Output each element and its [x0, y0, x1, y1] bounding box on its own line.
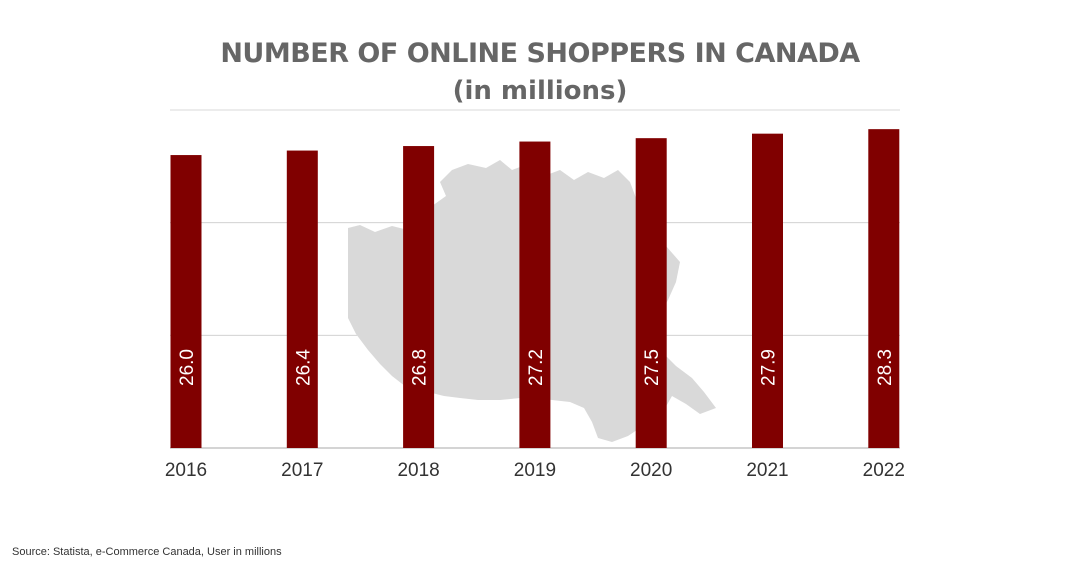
bar-2020	[635, 138, 667, 448]
bar-2022	[868, 129, 900, 449]
bar-value-label: 28.3	[875, 349, 896, 386]
bar-value-label: 27.9	[759, 349, 780, 386]
chart-title: NUMBER OF ONLINE SHOPPERS IN CANADA	[220, 38, 860, 69]
bar-value-label: 27.5	[642, 349, 663, 386]
x-tick-label: 2017	[281, 460, 323, 481]
source-note: Source: Statista, e-Commerce Canada, Use…	[12, 546, 282, 558]
chart-subtitle: (in millions)	[452, 76, 628, 106]
x-tick-label: 2019	[514, 460, 556, 481]
bar-value-label: 26.0	[177, 349, 198, 386]
bar-2017	[286, 150, 318, 448]
bar-value-label: 26.4	[293, 349, 314, 386]
bar-value-label: 26.8	[410, 349, 431, 386]
bar-2021	[752, 133, 783, 448]
x-tick-label: 2016	[165, 460, 207, 481]
bar-2018	[403, 146, 435, 448]
x-tick-labels-group: 2016 2017 2018 2019 2020 2021 2022	[165, 460, 905, 481]
x-tick-label: 2018	[397, 460, 439, 481]
bars-group	[170, 129, 900, 449]
bar-2016	[170, 155, 202, 449]
x-tick-label: 2021	[746, 460, 788, 481]
value-labels-group: 26.0 26.4 26.8 27.2 27.5 27.9 28.3	[177, 349, 896, 386]
bar-2019	[519, 141, 551, 448]
x-tick-label: 2022	[863, 460, 905, 481]
bar-value-label: 27.2	[526, 349, 547, 386]
x-tick-label: 2020	[630, 460, 672, 481]
